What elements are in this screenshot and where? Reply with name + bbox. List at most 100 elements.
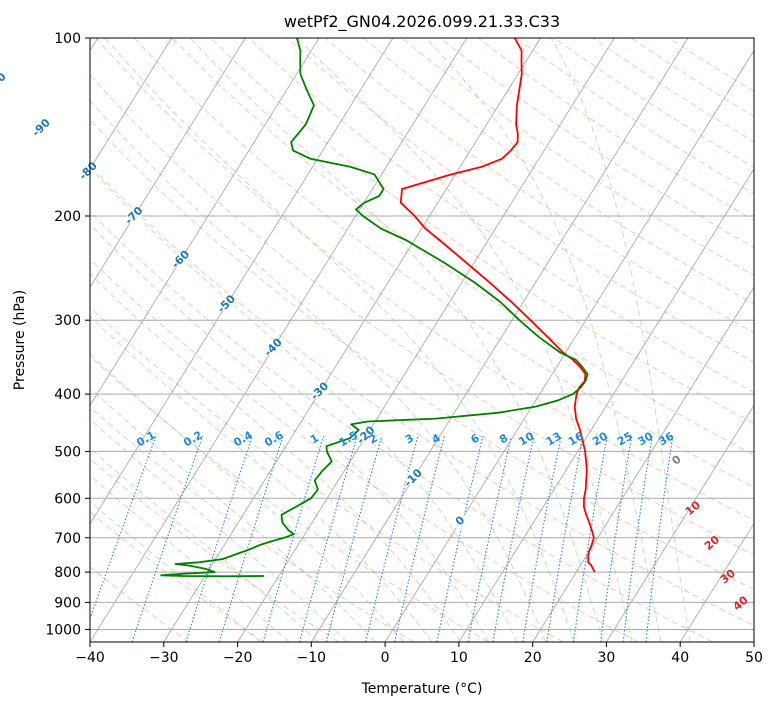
- plot-background: [90, 38, 754, 642]
- mixing-ratio-line: [436, 436, 484, 642]
- mixing-ratio-line: [299, 436, 358, 642]
- dry-adiabat: [363, 38, 754, 305]
- y-tick-label: 400: [54, 387, 81, 403]
- dry-adiabat: [90, 355, 489, 642]
- isotherm-label-halo: [33, 120, 50, 137]
- moist-adiabat: [425, 38, 662, 642]
- moist-adiabat: [90, 418, 348, 642]
- mixing-ratio-line: [645, 436, 674, 642]
- moist-adiabat: [550, 38, 691, 642]
- dry-adiabat: [90, 258, 639, 642]
- mixing-ratio-line: [365, 436, 419, 642]
- mixing-ratio-line: [394, 436, 445, 642]
- y-tick-label: 1000: [45, 623, 81, 639]
- x-axis-label: Temperature (°C): [361, 681, 483, 697]
- skewed-isotherm: [532, 286, 754, 642]
- dry-adiabat: [401, 38, 754, 277]
- dry-adiabat: [439, 38, 754, 249]
- mixing-ratio-line: [262, 436, 325, 642]
- x-tick-label: 10: [450, 650, 468, 666]
- dry-adiabat: [90, 211, 713, 642]
- dry-adiabat: [95, 38, 754, 522]
- y-tick-label: 600: [54, 491, 81, 507]
- isotherm-label: -90: [30, 116, 53, 139]
- moist-adiabat: [189, 38, 604, 642]
- skewed-isotherm: [90, 38, 320, 407]
- isotherm-label: -100: [0, 70, 9, 99]
- y-axis-ticks: 1000 900 800 700 600 500 400 300 200 100: [45, 31, 90, 639]
- plot-frame: [89, 37, 755, 643]
- dewpoint-line: [160, 38, 589, 578]
- chart-title: wetPf2_GN04.2026.099.21.33.C33: [284, 12, 560, 32]
- dry-adiabat: [90, 306, 564, 642]
- dry-adiabat: [90, 406, 414, 642]
- y-tick-label: 900: [54, 595, 81, 611]
- mixing-ratio-line: [218, 436, 284, 642]
- dry-adiabat: [172, 38, 754, 456]
- dry-adiabat: [90, 511, 265, 642]
- y-tick-label: 800: [54, 565, 81, 581]
- y-tick-label: 700: [54, 531, 81, 547]
- mixing-ratio-line: [185, 436, 253, 642]
- x-tick-label: 20: [524, 650, 542, 666]
- isotherm-label-halo: [218, 296, 235, 313]
- isotherm-label-halo: [126, 208, 143, 224]
- skewed-isotherm: [384, 49, 754, 642]
- moist-adiabat: [90, 315, 433, 642]
- y-tick-label: 300: [54, 313, 81, 329]
- mixing-ratio-line: [131, 436, 204, 642]
- skewed-isotherm: [90, 38, 394, 525]
- y-axis-label: Pressure (hPa): [12, 290, 28, 390]
- dry-adiabat: [592, 38, 754, 143]
- skewed-isotherm: [90, 38, 468, 642]
- mixing-ratio-line: [325, 436, 383, 642]
- moist-adiabat: [104, 38, 575, 642]
- moist-adiabat: [90, 224, 490, 642]
- dry-adiabat: [90, 119, 754, 591]
- x-tick-label: 30: [597, 650, 615, 666]
- x-tick-label: −30: [149, 650, 179, 666]
- y-tick-label: 100: [54, 31, 81, 47]
- x-tick-label: 40: [671, 650, 689, 666]
- dry-adiabat: [133, 38, 754, 488]
- moist-adiabat: [90, 447, 319, 642]
- isotherm-label-halo: [265, 339, 282, 356]
- skewed-isotherm: [90, 38, 172, 170]
- dry-adiabat: [325, 38, 754, 334]
- x-axis-ticks: −40 −30 −20 −10 0 10 20 30 40 50: [75, 642, 763, 666]
- isotherm-label-halo: [172, 251, 189, 268]
- moist-adiabat: [90, 100, 547, 642]
- background-lines: [90, 38, 754, 642]
- skewed-isotherm: [90, 38, 246, 289]
- isotherm-label-halo: [80, 163, 97, 180]
- moist-adiabat: [90, 474, 290, 642]
- mixing-ratio-line: [90, 436, 157, 621]
- dry-adiabat: [554, 38, 754, 169]
- mixing-ratio-line: [467, 436, 512, 642]
- skewed-isotherm: [606, 404, 754, 642]
- plot-area: [90, 38, 754, 642]
- temperature-line: [399, 38, 596, 573]
- y-tick-label: 200: [54, 209, 81, 225]
- skewed-isotherm: [310, 38, 689, 642]
- isotherm-label-halo: [312, 383, 328, 400]
- dry-adiabat: [90, 74, 754, 556]
- profile-lines: [160, 38, 596, 578]
- skewed-isotherm: [237, 38, 615, 642]
- skewed-isotherm: [679, 522, 754, 642]
- x-tick-label: −20: [223, 650, 253, 666]
- x-tick-label: −10: [297, 650, 327, 666]
- y-tick-label: 500: [54, 444, 81, 460]
- dry-adiabat: [516, 38, 754, 195]
- skewed-isotherm: [458, 167, 754, 642]
- dry-adiabat: [210, 38, 754, 424]
- isotherm-label-halo: [358, 427, 375, 444]
- isotherm-label-halo: [452, 513, 469, 530]
- isotherm-label-halo: [405, 470, 422, 487]
- moist-adiabat: [296, 38, 633, 642]
- dry-adiabat: [477, 38, 754, 221]
- skewed-isotherm: [753, 641, 754, 642]
- moist-adiabat: [90, 167, 518, 642]
- x-tick-label: −40: [75, 650, 105, 666]
